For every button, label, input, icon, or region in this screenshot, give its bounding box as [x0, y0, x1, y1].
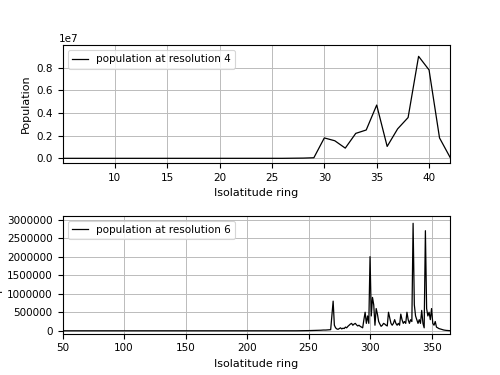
population at resolution 4: [164, 156, 170, 160]
population at resolution 6: [146, 328, 152, 333]
population at resolution 6: [362, 310, 368, 315]
population at resolution 4: [426, 68, 432, 72]
population at resolution 4: [258, 156, 264, 160]
population at resolution 4: [60, 156, 66, 160]
population at resolution 4: [133, 156, 139, 160]
population at resolution 4: [144, 156, 150, 160]
population at resolution 4: [447, 155, 453, 159]
population at resolution 6: [420, 321, 426, 326]
population at resolution 4: [405, 115, 411, 120]
population at resolution 4: [70, 156, 76, 160]
population at resolution 6: [340, 326, 346, 330]
population at resolution 4: [154, 156, 160, 160]
population at resolution 4: [112, 156, 118, 160]
population at resolution 4: [102, 156, 107, 160]
population at resolution 4: [342, 146, 348, 150]
population at resolution 4: [227, 156, 233, 160]
population at resolution 4: [311, 156, 317, 160]
Legend: population at resolution 6: population at resolution 6: [68, 221, 235, 239]
population at resolution 4: [216, 156, 222, 160]
X-axis label: Isolatitude ring: Isolatitude ring: [214, 359, 298, 369]
population at resolution 4: [352, 131, 358, 136]
population at resolution 4: [300, 156, 306, 160]
population at resolution 4: [269, 156, 275, 160]
population at resolution 4: [384, 144, 390, 148]
population at resolution 4: [91, 156, 97, 160]
population at resolution 6: [232, 328, 237, 333]
Text: 1e7: 1e7: [58, 34, 78, 44]
population at resolution 6: [60, 328, 66, 333]
population at resolution 4: [374, 103, 380, 107]
X-axis label: Isolatitude ring: Isolatitude ring: [214, 188, 298, 198]
population at resolution 4: [238, 156, 244, 160]
population at resolution 4: [332, 138, 338, 143]
population at resolution 4: [436, 136, 442, 140]
population at resolution 6: [447, 328, 453, 333]
Line: population at resolution 4: population at resolution 4: [62, 56, 450, 158]
population at resolution 4: [290, 156, 296, 160]
population at resolution 4: [196, 156, 202, 160]
Y-axis label: Population: Population: [20, 75, 30, 133]
population at resolution 4: [185, 156, 191, 160]
population at resolution 6: [207, 328, 213, 333]
population at resolution 4: [280, 156, 285, 160]
Legend: population at resolution 4: population at resolution 4: [68, 50, 235, 69]
population at resolution 4: [122, 156, 128, 160]
population at resolution 4: [174, 156, 180, 160]
population at resolution 4: [80, 156, 86, 160]
population at resolution 4: [206, 156, 212, 160]
population at resolution 4: [416, 54, 422, 58]
Y-axis label: Population: Population: [0, 246, 2, 304]
Line: population at resolution 6: population at resolution 6: [62, 223, 450, 331]
population at resolution 4: [363, 128, 369, 132]
population at resolution 4: [248, 156, 254, 160]
population at resolution 4: [322, 136, 328, 140]
population at resolution 4: [394, 127, 400, 131]
population at resolution 6: [410, 221, 416, 225]
